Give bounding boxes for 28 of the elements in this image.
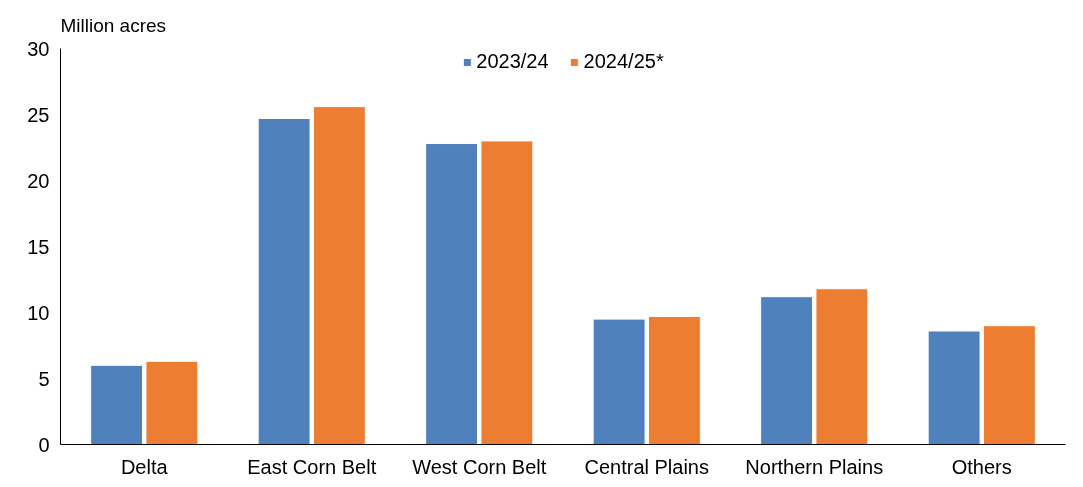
x-tick-label: Northern Plains	[745, 455, 884, 478]
y-tick-label: 10	[27, 301, 50, 324]
legend-label: 2023/24	[476, 50, 549, 73]
bar	[257, 117, 311, 445]
x-tick-label: East Corn Belt	[247, 455, 377, 478]
x-tick-label: Delta	[120, 455, 169, 478]
bar	[312, 106, 366, 445]
bar	[480, 140, 534, 445]
bar	[760, 296, 814, 445]
x-tick-label: West Corn Belt	[412, 455, 547, 478]
x-tick-label: Central Plains	[584, 455, 710, 478]
bar	[145, 360, 199, 445]
y-tick-label: 15	[27, 235, 50, 258]
bar	[815, 288, 869, 445]
bar	[982, 325, 1036, 445]
y-tick-label: 30	[27, 37, 50, 60]
x-tick-label: Others	[951, 455, 1012, 478]
y-tick-label: 0	[38, 433, 50, 456]
bar	[592, 318, 646, 445]
bar	[927, 330, 981, 445]
y-tick-label: 25	[27, 103, 50, 126]
bar	[90, 364, 144, 445]
bar	[647, 315, 701, 445]
y-tick-label: 20	[27, 169, 50, 192]
legend-label: 2024/25*	[583, 50, 664, 73]
y-axis-title: Million acres	[60, 15, 167, 36]
bar	[425, 143, 479, 445]
y-tick-label: 5	[38, 367, 50, 390]
